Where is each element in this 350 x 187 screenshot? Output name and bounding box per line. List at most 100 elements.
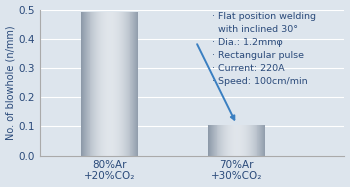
Bar [220,125,221,156]
Bar [257,125,258,156]
Y-axis label: No. of blowhole (n/mm): No. of blowhole (n/mm) [6,25,15,140]
Bar [112,13,113,156]
Bar [243,125,244,156]
Bar [90,13,91,156]
Bar [128,13,130,156]
Bar [263,125,264,156]
Bar [136,13,137,156]
Bar [256,125,257,156]
Bar [83,13,84,156]
Bar [93,13,94,156]
Bar [94,13,95,156]
Bar [88,13,89,156]
Bar [81,13,82,156]
Bar [115,13,116,156]
Bar [124,13,125,156]
Bar [125,13,126,156]
Bar [242,125,243,156]
Bar [95,13,96,156]
Bar [217,125,218,156]
Bar [103,13,104,156]
Bar [227,125,228,156]
Bar [132,13,133,156]
Bar [107,13,108,156]
Bar [105,13,106,156]
Bar [247,125,248,156]
Bar [89,13,90,156]
Bar [110,13,111,156]
Bar [87,13,88,156]
Bar [258,125,259,156]
Bar [111,13,112,156]
Bar [119,13,120,156]
Bar [104,13,105,156]
Bar [211,125,212,156]
Bar [254,125,256,156]
Bar [245,125,246,156]
Bar [221,125,222,156]
Bar [238,125,239,156]
Bar [228,125,229,156]
Bar [264,125,265,156]
Bar [261,125,262,156]
Bar [120,13,121,156]
Bar [250,125,251,156]
Bar [260,125,261,156]
Bar [92,13,93,156]
Bar [84,13,85,156]
Bar [106,13,107,156]
Bar [252,125,253,156]
Bar [127,13,128,156]
Bar [239,125,240,156]
Bar [233,125,234,156]
Bar [126,13,127,156]
Bar [216,125,217,156]
Bar [209,125,210,156]
Bar [232,125,233,156]
Bar [210,125,211,156]
Bar [208,125,209,156]
Bar [116,13,117,156]
Bar [122,13,123,156]
Bar [121,13,122,156]
Bar [240,125,241,156]
Bar [134,13,135,156]
Bar [96,13,97,156]
Bar [212,125,213,156]
Bar [237,125,238,156]
Bar [214,125,215,156]
Bar [230,125,231,156]
Bar [133,13,134,156]
Bar [231,125,232,156]
Bar [102,13,103,156]
Bar [113,13,114,156]
Bar [244,125,245,156]
Bar [82,13,83,156]
Bar [223,125,224,156]
Bar [123,13,124,156]
Bar [246,125,247,156]
Bar [218,125,219,156]
Bar [234,125,236,156]
Bar [114,13,115,156]
Bar [108,13,110,156]
Bar [241,125,242,156]
Bar [249,125,250,156]
Bar [86,13,87,156]
Bar [130,13,131,156]
Bar [236,125,237,156]
Bar [137,13,138,156]
Bar [251,125,252,156]
Bar [99,13,100,156]
Bar [85,13,86,156]
Bar [259,125,260,156]
Text: · Flat position welding
  with inclined 30°
· Dia.: 1.2mmφ
· Rectangular pulse
·: · Flat position welding with inclined 30… [212,13,316,86]
Bar [229,125,230,156]
Bar [100,13,101,156]
Bar [262,125,263,156]
Bar [91,13,92,156]
Bar [131,13,132,156]
Bar [226,125,227,156]
Bar [224,125,225,156]
Bar [222,125,223,156]
